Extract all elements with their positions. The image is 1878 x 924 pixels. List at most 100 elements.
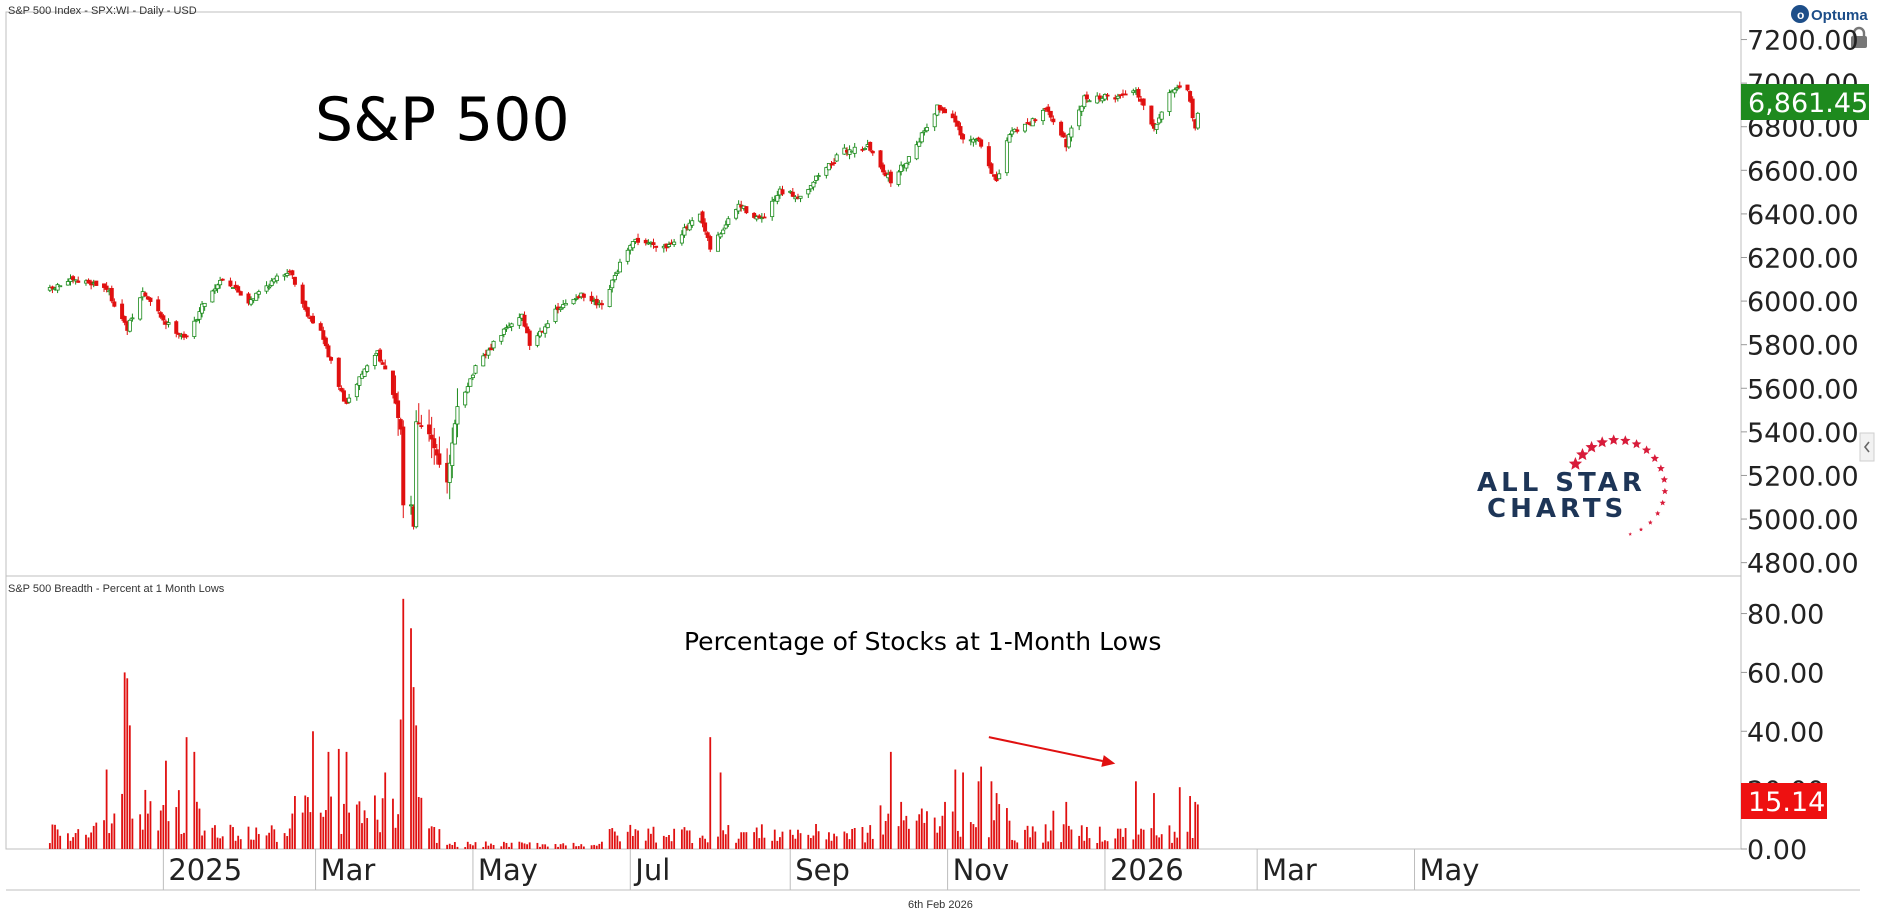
candle-body (744, 206, 749, 214)
candle-body (499, 335, 504, 342)
breadth-bar (381, 798, 384, 849)
breadth-bar (753, 832, 756, 849)
candle-body (1084, 94, 1089, 100)
candle-body (303, 300, 308, 310)
footer-date: 6th Feb 2026 (908, 899, 973, 911)
candle-body (1100, 97, 1105, 102)
breadth-bar (54, 824, 56, 849)
candle-body (708, 236, 713, 250)
candle-body (326, 345, 331, 358)
breadth-bar (500, 846, 503, 849)
candle-body (953, 115, 958, 123)
breadth-bar (969, 822, 972, 849)
candle-body (1095, 95, 1100, 104)
candle-body (166, 322, 171, 325)
candle-body (1190, 98, 1195, 119)
breadth-bar (330, 796, 332, 849)
candle-body (249, 299, 254, 305)
breadth-bar (324, 810, 327, 849)
candle-body (881, 164, 886, 173)
breadth-bar (727, 825, 730, 849)
candle-body (65, 281, 70, 286)
breadth-bar (48, 843, 51, 849)
candle-body (636, 237, 641, 243)
breadth-bar (397, 814, 400, 849)
breadth-bar (270, 825, 273, 849)
breadth-bar (392, 798, 394, 849)
lock-icon[interactable] (1851, 26, 1867, 48)
candle-body (563, 303, 568, 306)
breadth-bar (724, 834, 727, 849)
breadth-bar (502, 841, 505, 849)
breadth-bar (742, 832, 745, 849)
breadth-bar (505, 842, 508, 849)
breadth-bar (451, 844, 454, 849)
star-icon (1647, 520, 1653, 525)
candle-body (1010, 130, 1015, 135)
breadth-bar (113, 813, 116, 849)
breadth-bar (1085, 826, 1088, 849)
breadth-bar (686, 830, 688, 849)
price-axis-tick-label: 6600.00 (1747, 156, 1859, 187)
breadth-bar (897, 826, 900, 849)
breadth-bar (634, 829, 637, 849)
candle-body (700, 211, 705, 224)
breadth-bar (882, 834, 884, 849)
breadth-bar (247, 826, 250, 849)
candle-body (922, 130, 927, 133)
breadth-bar (900, 801, 903, 849)
breadth-bar (294, 796, 296, 849)
breadth-bar (394, 827, 397, 849)
date-axis-tick-label: Nov (953, 853, 1010, 887)
candle-body (832, 162, 837, 165)
candle-body (393, 393, 398, 404)
breadth-bar (554, 844, 557, 849)
last-breadth-badge: 15.14 (1741, 783, 1827, 819)
candle-body (705, 232, 710, 238)
breadth-bar (951, 811, 954, 849)
breadth-bar (719, 772, 722, 849)
breadth-bar (557, 846, 559, 849)
breadth-bar (131, 818, 134, 849)
candle-body (721, 229, 726, 235)
candle-body (267, 286, 272, 289)
breadth-bar (907, 828, 910, 849)
chevron-left-icon[interactable] (1859, 432, 1875, 462)
star-ring (1568, 434, 1669, 536)
candle-body (470, 374, 475, 379)
star-icon (1660, 475, 1668, 483)
breadth-bar (848, 839, 851, 849)
candle-body (1167, 92, 1172, 113)
candle-body (1077, 109, 1082, 127)
breadth-bar (469, 844, 472, 849)
breadth-bar (616, 835, 619, 849)
candle-body (1105, 94, 1110, 97)
breadth-bar (936, 832, 939, 849)
candle-body (127, 319, 132, 332)
breadth-bar (301, 812, 304, 849)
price-candles (47, 81, 1200, 530)
candle-body (416, 422, 421, 425)
breadth-bar (884, 820, 887, 849)
candle-body (378, 349, 383, 362)
candle-body (545, 323, 550, 328)
candle-body (736, 203, 741, 212)
candle-body (390, 370, 395, 395)
breadth-bar (760, 824, 763, 849)
candle-body (654, 245, 659, 248)
breadth-bar (1049, 830, 1052, 849)
breadth-bar (430, 826, 433, 849)
candle-body (401, 426, 406, 506)
candle-body (958, 126, 963, 136)
candle-body (868, 141, 873, 151)
breadth-bar (954, 769, 957, 849)
candle-body (723, 224, 728, 229)
breadth-bar (846, 833, 848, 849)
breadth-bar (680, 829, 683, 849)
candle-body (581, 293, 586, 298)
breadth-bar (304, 795, 307, 849)
breadth-panel-label: S&P 500 Breadth - Percent at 1 Month Low… (8, 583, 225, 595)
star-icon (1655, 510, 1661, 516)
candle-body (488, 347, 493, 351)
